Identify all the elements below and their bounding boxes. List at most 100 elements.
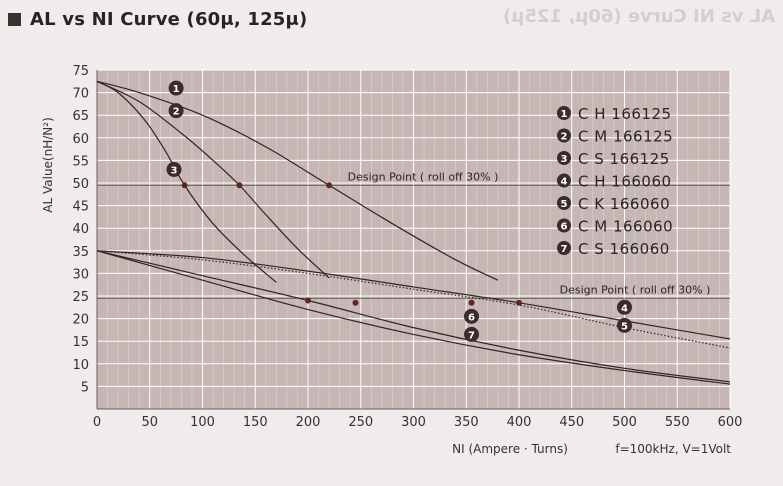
- legend-label: C M 166060: [578, 218, 673, 236]
- series-lines: [96, 80, 731, 385]
- x-tick-label: 450: [559, 415, 584, 430]
- legend-label: C S 166060: [578, 240, 670, 258]
- condition-note: f=100kHz, V=1Volt: [615, 442, 731, 456]
- design-point-label: Design Point ( roll off 30% ): [560, 283, 711, 296]
- x-tick-label: 50: [141, 415, 158, 430]
- design-point-dot: [326, 182, 333, 189]
- legend-entry: 1 C H 166125: [557, 105, 671, 123]
- design-point-dot: [468, 299, 475, 306]
- series-line-7: [96, 250, 731, 385]
- series-marker: 4: [617, 299, 632, 315]
- y-axis-label: AL Value(nH/N²): [41, 117, 55, 212]
- legend-marker-label: 6: [561, 222, 568, 233]
- series-marker: 6: [464, 308, 480, 324]
- legend-entry: 5 C K 166060: [557, 195, 670, 213]
- series-marker-label: 6: [468, 312, 475, 323]
- legend: 1 C H 166125 2 C M 166125 3 C S 166125 4 C H 16…: [557, 105, 673, 258]
- y-tick-label: 25: [72, 290, 89, 305]
- legend-marker: [557, 218, 571, 233]
- series-marker-circle: [617, 299, 632, 315]
- legend-marker-label: 2: [561, 132, 568, 143]
- series-marker: 5: [617, 317, 632, 333]
- x-tick-label: 600: [718, 415, 743, 430]
- design-point-dot: [236, 182, 243, 189]
- title-square-icon: [8, 12, 21, 26]
- series-marker-circle: [168, 103, 184, 119]
- design-point-dot: [516, 299, 522, 306]
- y-tick-label: 45: [72, 200, 89, 215]
- design-points: [181, 182, 522, 306]
- series-marker: 7: [464, 326, 480, 342]
- series-marker-label: 3: [171, 165, 178, 176]
- legend-marker: [557, 173, 571, 188]
- series-line-5: [96, 250, 731, 349]
- y-tick-label: 10: [72, 358, 89, 373]
- y-tick-label: 15: [72, 335, 89, 350]
- legend-entry: 2 C M 166125: [557, 128, 673, 146]
- x-tick-label: 150: [243, 415, 268, 430]
- design-point-label: Design Point ( roll off 30% ): [348, 170, 499, 183]
- series-marker-label: 4: [621, 303, 628, 314]
- y-tick-label: 60: [72, 132, 89, 147]
- series-marker-label: 1: [173, 84, 180, 95]
- legend-entry: 3 C S 166125: [557, 150, 670, 168]
- series-marker-label: 5: [621, 321, 628, 332]
- x-axis-label: NI (Ampere · Turns): [452, 442, 568, 456]
- legend-entry: 6 C M 166060: [557, 218, 673, 236]
- legend-marker: [557, 241, 571, 255]
- y-tick-label: 50: [72, 177, 89, 192]
- reference-lines: Design Point ( roll off 30% ) Design Poin…: [97, 170, 730, 299]
- legend-marker: [557, 128, 571, 143]
- legend-marker-label: 7: [561, 244, 568, 255]
- series-marker-circle: [168, 80, 184, 96]
- legend-label: C S 166125: [578, 150, 670, 168]
- legend-marker-label: 4: [561, 177, 568, 188]
- series-marker-label: 7: [468, 330, 475, 341]
- x-tick-label: 0: [93, 415, 101, 430]
- legend-label: C M 166125: [578, 128, 673, 146]
- legend-marker-label: 3: [561, 154, 568, 165]
- design-point-dot: [305, 297, 311, 304]
- legend-marker-label: 1: [561, 109, 568, 120]
- legend-label: C K 166060: [578, 195, 670, 213]
- title-bar: AL vs NI Curve (60μ, 125μ): [8, 4, 307, 34]
- series-marker-circle: [617, 317, 632, 333]
- x-tick-label: 550: [665, 415, 690, 430]
- legend-marker: [557, 196, 571, 210]
- series-marker-label: 2: [173, 107, 180, 118]
- legend-marker: [557, 151, 571, 165]
- legend-entry: 4 C H 166060: [557, 173, 672, 191]
- x-tick-label: 400: [507, 415, 532, 430]
- legend-label: C H 166060: [578, 173, 672, 191]
- series-marker: 2: [168, 103, 184, 119]
- x-tick-label: 500: [612, 415, 637, 430]
- y-tick-label: 75: [72, 64, 89, 79]
- y-tick-label: 20: [72, 313, 89, 328]
- page-title: AL vs NI Curve (60μ, 125μ): [30, 8, 308, 30]
- legend-marker-label: 5: [561, 199, 568, 210]
- design-point-dot: [181, 182, 188, 189]
- y-tick-label: 30: [72, 267, 89, 282]
- legend-entry: 7 C S 166060: [557, 240, 670, 258]
- series-markers: 1 2 3 4 5 6 7: [166, 80, 632, 342]
- series-marker-circle: [464, 308, 480, 324]
- legend-marker: [557, 106, 571, 120]
- series-marker: 3: [166, 161, 182, 177]
- series-line-2: [96, 80, 330, 279]
- x-tick-label: 300: [401, 415, 426, 430]
- x-tick-label: 100: [190, 415, 215, 430]
- y-tick-label: 35: [72, 245, 89, 260]
- x-tick-label: 200: [296, 415, 321, 430]
- x-tick-label: 250: [348, 415, 373, 430]
- series-line-1: [96, 80, 499, 281]
- x-tick-labels: 0 50 100 150 200 250 300 350 400 450 500 550 600: [93, 415, 743, 430]
- series-marker-circle: [166, 161, 182, 177]
- series-marker: 1: [168, 80, 184, 96]
- y-tick-label: 70: [72, 87, 89, 102]
- x-tick-label: 350: [454, 415, 479, 430]
- series-marker-circle: [464, 326, 480, 342]
- design-point-dot: [352, 299, 359, 306]
- series-line-6: [96, 250, 731, 383]
- y-tick-label: 65: [72, 109, 89, 124]
